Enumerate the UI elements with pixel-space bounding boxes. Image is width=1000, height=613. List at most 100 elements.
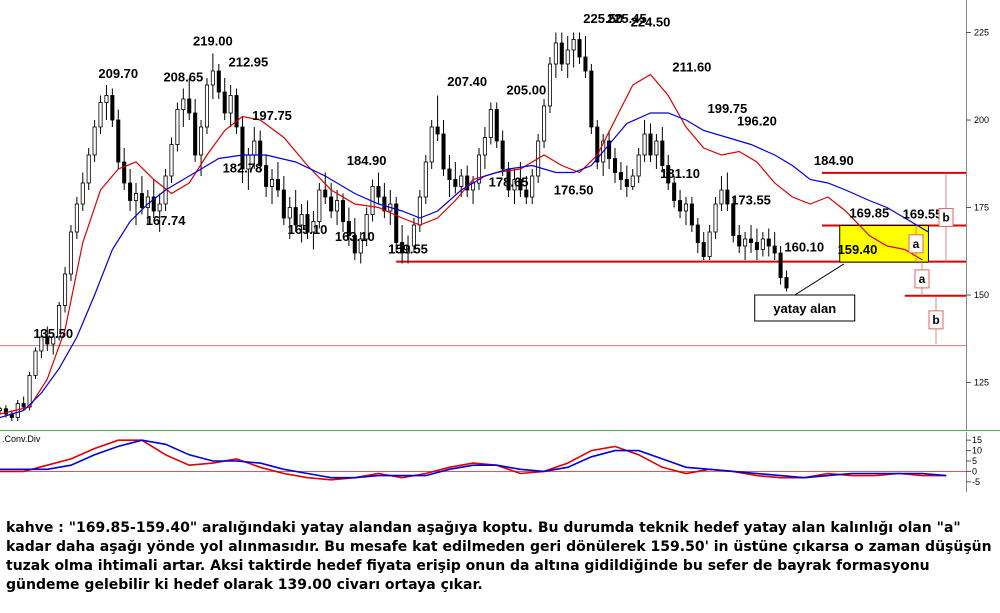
candle-body	[459, 175, 464, 187]
candle-body	[175, 109, 180, 145]
candle-body	[784, 277, 789, 289]
candle-body	[648, 133, 653, 156]
moving-average-line	[0, 112, 929, 419]
candle-body	[193, 112, 198, 156]
candle-body	[719, 189, 724, 205]
candle-body	[80, 182, 85, 205]
price-label: 224.50	[631, 14, 671, 29]
candle-body	[595, 126, 600, 163]
price-label: 225.45	[607, 11, 647, 26]
candle-body	[778, 252, 783, 278]
candle-body	[571, 39, 576, 51]
price-label: 205.00	[506, 83, 546, 98]
candle-body	[482, 137, 487, 156]
candle-body	[86, 154, 91, 184]
price-label: 176.50	[554, 182, 594, 197]
candle-body	[199, 126, 204, 156]
price-panel: 225 200 175 150 125 135.50 209.70 208.65 219.00 2…	[0, 0, 1000, 431]
candle-body	[122, 161, 127, 184]
measure-box	[938, 207, 954, 227]
price-label: 225.50	[583, 11, 623, 26]
candle-body	[760, 238, 765, 250]
candle-body	[447, 168, 452, 180]
candle-body	[394, 203, 399, 243]
candle-body	[264, 165, 269, 187]
candle-body	[737, 235, 742, 247]
candle-body	[748, 238, 754, 243]
candle-body	[678, 200, 683, 212]
indicator-title: .Conv.Div	[2, 434, 41, 444]
candle-body	[630, 175, 635, 187]
candle-body	[27, 375, 32, 408]
candle-body	[429, 126, 434, 163]
candle-body	[583, 56, 588, 72]
candle-body	[63, 273, 68, 306]
y-tick-label: 200	[974, 115, 989, 125]
candle-body	[559, 42, 564, 65]
candle-body	[133, 193, 139, 201]
candle-body	[488, 109, 493, 138]
candle-body	[542, 105, 547, 142]
candle-body	[731, 203, 736, 236]
candle-body	[636, 154, 641, 177]
candle-body	[335, 200, 340, 212]
price-label: 208.65	[163, 70, 203, 85]
candle-body	[57, 305, 62, 338]
candle-body	[406, 245, 411, 254]
measure-box	[908, 234, 924, 254]
candle-body	[494, 109, 499, 142]
candle-body	[139, 193, 144, 208]
candle-body	[400, 242, 405, 254]
callout-box	[754, 294, 856, 322]
candle-body	[68, 231, 73, 275]
candle-body	[234, 95, 239, 128]
candle-body	[683, 203, 689, 212]
candle-body	[607, 140, 612, 159]
candle-body	[772, 245, 777, 254]
candle-body	[293, 207, 298, 226]
candle-body	[524, 189, 529, 198]
candle-body	[346, 221, 351, 236]
candle-body	[707, 231, 712, 257]
candle-body	[754, 242, 759, 250]
candle-body	[275, 179, 280, 191]
candle-body	[518, 179, 523, 191]
candle-body	[329, 196, 334, 212]
price-label: 184.90	[814, 153, 854, 168]
ind-tick-label: 15	[972, 435, 982, 445]
candle-body	[565, 49, 570, 65]
price-label: 160.10	[784, 240, 824, 255]
y-tick-label: 125	[974, 378, 989, 388]
callout-line	[794, 263, 844, 296]
candle-body	[530, 175, 535, 198]
candle-body	[110, 95, 115, 121]
measure-label: b	[942, 210, 949, 224]
price-label: 178.65	[489, 175, 529, 190]
ind-tick-label: 0	[972, 466, 977, 476]
price-label: 173.55	[731, 193, 771, 208]
candle-body	[624, 179, 629, 187]
y-tick-label: 225	[974, 28, 989, 38]
candle-body	[340, 200, 346, 222]
moving-average-line	[0, 73, 923, 415]
candle-body	[441, 133, 446, 170]
candle-body	[453, 179, 458, 187]
candle-body	[553, 42, 558, 65]
candle-body	[589, 70, 594, 128]
candle-body	[701, 242, 706, 257]
price-panel-bg	[0, 0, 1000, 430]
candle-body	[666, 165, 671, 184]
candle-body	[252, 140, 257, 156]
candle-body	[287, 207, 292, 219]
candle-body	[465, 175, 470, 191]
y-tick-label: 150	[974, 290, 989, 300]
ind-tick-label: 5	[972, 456, 977, 466]
candle-body	[240, 126, 245, 170]
price-label: 209.70	[98, 66, 138, 81]
candle-body	[151, 196, 156, 212]
measure-box	[928, 310, 944, 330]
candle-body	[204, 84, 210, 128]
price-label: 163.10	[335, 229, 375, 244]
candle-body	[33, 350, 38, 376]
